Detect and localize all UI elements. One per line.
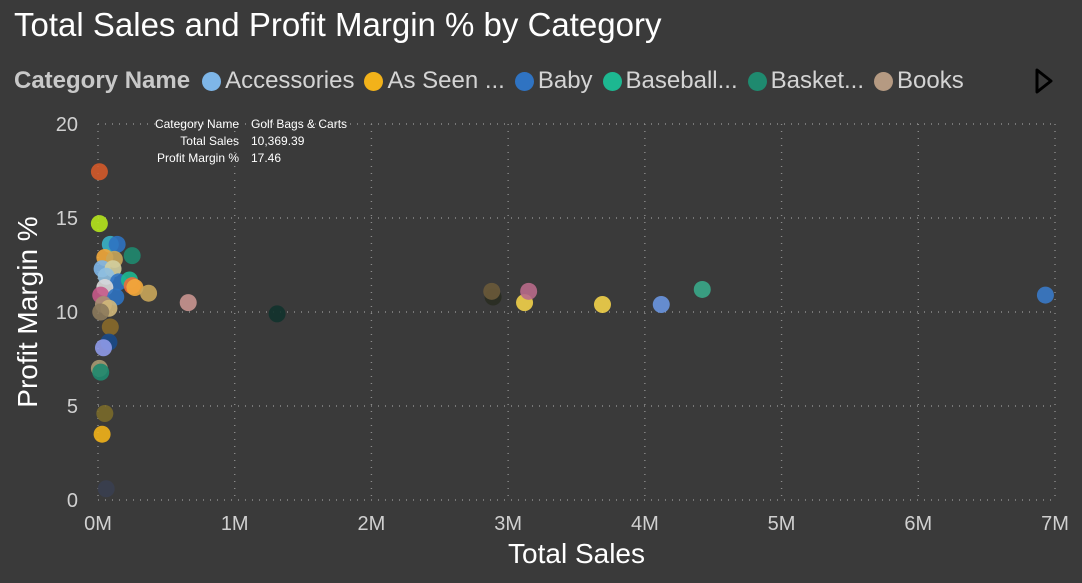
data-point[interactable] <box>1036 286 1054 304</box>
chart-title: Total Sales and Profit Margin % by Categ… <box>14 6 662 43</box>
data-point[interactable] <box>96 405 114 423</box>
legend-label: Baby <box>537 67 593 94</box>
y-tick-label: 15 <box>56 208 78 230</box>
data-point[interactable] <box>520 282 538 300</box>
legend-dot-icon <box>602 71 622 91</box>
data-point[interactable] <box>108 235 126 253</box>
legend-label: Basket... <box>770 67 864 94</box>
data-point[interactable] <box>123 247 141 265</box>
data-point[interactable] <box>94 339 112 357</box>
data-point[interactable] <box>268 305 286 323</box>
x-tick-label: 0M <box>84 513 112 535</box>
legend-title: Category Name <box>14 67 191 94</box>
tooltip-row: Total Sales 10,369.39 <box>100 133 347 150</box>
data-point[interactable] <box>483 282 501 300</box>
x-axis-title: Total Sales <box>508 538 645 569</box>
data-point[interactable] <box>593 295 611 313</box>
data-point[interactable] <box>652 295 670 313</box>
legend-label: Accessories <box>225 67 355 94</box>
legend: Category Name Accessories As Seen ... Ba… <box>14 64 974 98</box>
data-point[interactable] <box>90 215 108 233</box>
legend-item-basketball[interactable]: Basket... <box>747 67 864 95</box>
data-point[interactable] <box>126 279 144 297</box>
legend-item-as-seen[interactable]: As Seen ... <box>364 67 505 95</box>
legend-item-baby[interactable]: Baby <box>514 67 593 95</box>
legend-label: Baseball... <box>625 67 738 94</box>
legend-label: Books <box>897 67 964 94</box>
data-point[interactable] <box>140 284 158 302</box>
tooltip-row: Profit Margin % 17.46 <box>100 150 347 167</box>
y-axis-title: Profit Margin % <box>12 216 43 407</box>
legend-dot-icon <box>874 71 893 91</box>
x-tick-label: 3M <box>494 513 522 535</box>
data-point[interactable] <box>90 163 108 181</box>
legend-item-accessories[interactable]: Accessories <box>202 67 354 95</box>
x-tick-label: 4M <box>631 513 659 535</box>
legend-item-baseball[interactable]: Baseball... <box>602 67 738 95</box>
x-tick-label: 7M <box>1041 513 1069 535</box>
legend-dot-icon <box>364 71 384 91</box>
tooltip-key: Profit Margin % <box>156 151 239 165</box>
data-point[interactable] <box>92 303 110 321</box>
data-point[interactable] <box>97 480 115 498</box>
tooltip-row: Category Name Golf Bags & Carts <box>100 116 347 133</box>
x-tick-label: 1M <box>221 513 249 535</box>
tooltip-value: Golf Bags & Carts <box>251 117 348 131</box>
y-tick-label: 0 <box>67 490 78 512</box>
legend-label: As Seen ... <box>387 67 505 94</box>
x-tick-label: 6M <box>904 513 932 535</box>
tooltip-value: 10,369.39 <box>251 134 305 148</box>
x-tick-label: 2M <box>358 513 386 535</box>
x-tick-label: 5M <box>768 513 796 535</box>
legend-item-books[interactable]: Books <box>874 67 964 95</box>
tooltip-key: Category Name <box>154 117 239 131</box>
data-point[interactable] <box>179 294 197 312</box>
legend-dot-icon <box>514 71 534 91</box>
tooltip-value: 17.46 <box>251 151 282 165</box>
tooltip-key: Total Sales <box>180 134 239 148</box>
data-point[interactable] <box>101 318 119 336</box>
y-tick-label: 5 <box>67 396 78 418</box>
y-tick-label: 20 <box>56 114 78 136</box>
legend-dot-icon <box>202 71 222 91</box>
data-point[interactable] <box>92 363 110 381</box>
tooltip: Category Name Golf Bags & Carts Total Sa… <box>100 116 347 167</box>
data-point[interactable] <box>693 280 711 298</box>
y-tick-label: 10 <box>56 302 78 324</box>
legend-dot-icon <box>747 71 767 91</box>
data-point[interactable] <box>93 425 111 443</box>
chevron-right-icon[interactable] <box>1033 68 1055 94</box>
